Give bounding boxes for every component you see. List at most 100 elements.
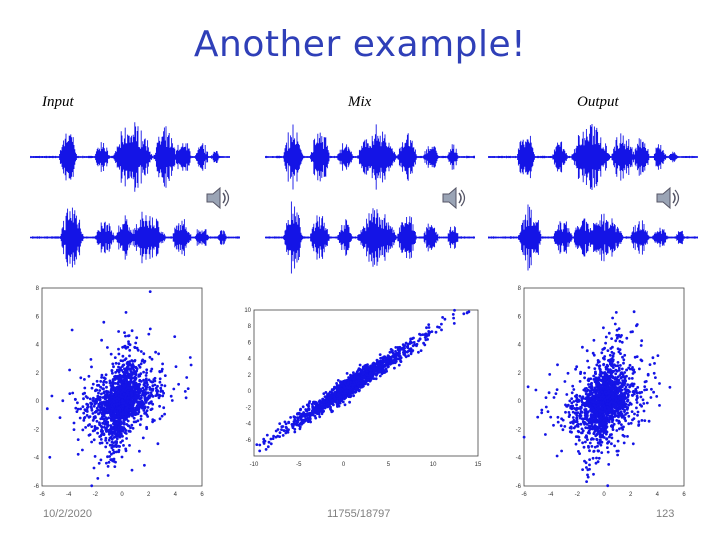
scatter-point — [108, 381, 112, 385]
scatter-point — [115, 450, 118, 454]
scatter-point — [462, 312, 466, 316]
scatter-point — [318, 415, 322, 419]
plot-frame — [253, 309, 479, 457]
scatter-point — [337, 400, 341, 404]
scatter-point — [108, 391, 112, 394]
scatter-point — [393, 361, 397, 365]
scatter-point — [136, 390, 139, 394]
scatter-point — [284, 422, 288, 426]
scatter-point — [592, 449, 596, 453]
scatter-point — [121, 404, 125, 408]
scatter-point — [119, 429, 123, 433]
scatter-point — [618, 339, 622, 343]
scatter-point — [104, 373, 108, 377]
scatter-point — [139, 372, 143, 376]
scatter-point — [110, 385, 114, 389]
scatter-point — [158, 417, 162, 421]
scatter-point — [588, 441, 592, 445]
scatter-point — [83, 378, 86, 381]
scatter-point — [342, 385, 346, 389]
scatter-point — [585, 480, 588, 483]
scatter-point — [81, 428, 85, 432]
scatter-point — [173, 335, 177, 338]
scatter-point — [358, 363, 362, 367]
scatter-point — [298, 425, 302, 429]
scatter-point — [440, 322, 443, 326]
scatter-point — [126, 399, 129, 403]
scatter-point — [600, 451, 604, 454]
scatter-point — [307, 405, 310, 408]
scatter-point — [301, 405, 305, 409]
scatter-point — [583, 410, 587, 414]
scatter-point — [594, 461, 598, 465]
scatter-point — [605, 430, 608, 434]
scatter-point — [128, 386, 132, 390]
scatter-point — [104, 397, 108, 400]
scatter-point — [544, 396, 548, 399]
scatter-point — [560, 449, 563, 453]
speaker-icon[interactable] — [204, 186, 230, 210]
scatter-point — [100, 412, 104, 416]
scatter-point — [119, 359, 123, 362]
scatter-point — [95, 419, 99, 423]
scatter-point — [102, 320, 106, 324]
scatter-point — [394, 355, 398, 359]
scatter-point — [611, 316, 614, 320]
scatter-point — [599, 418, 602, 422]
scatter-point — [145, 427, 149, 430]
scatter-point — [126, 386, 130, 390]
scatter-point — [137, 364, 141, 367]
scatter-point — [648, 363, 652, 366]
scatter-point — [307, 408, 311, 411]
scatter-point — [615, 333, 619, 337]
waveform-trace — [488, 204, 698, 271]
scatter-point — [587, 421, 591, 425]
scatter-point — [134, 341, 138, 345]
scatter-point — [613, 322, 617, 326]
scatter-point — [630, 377, 634, 380]
scatter-point — [114, 440, 117, 444]
scatter-point — [116, 412, 120, 415]
scatter-point — [150, 367, 154, 371]
scatter-point — [111, 448, 115, 452]
scatter-point — [569, 421, 572, 424]
x-tick-label: 0 — [342, 462, 346, 468]
scatter-point — [620, 426, 624, 429]
scatter-point — [564, 410, 567, 414]
scatter-point — [147, 332, 151, 336]
scatter-point — [586, 438, 589, 441]
scatter-point — [452, 322, 456, 325]
scatter-point — [122, 444, 125, 447]
scatter-point — [95, 406, 99, 410]
scatter-point — [343, 381, 347, 385]
scatter-point — [386, 359, 390, 363]
scatter-point — [115, 399, 119, 403]
scatter-point — [611, 345, 614, 349]
scatter-point — [92, 404, 96, 408]
scatter-point — [128, 396, 131, 399]
scatter-point — [87, 415, 91, 419]
scatter-point — [389, 356, 392, 359]
scatter-point — [188, 356, 192, 359]
scatter-point — [76, 438, 80, 441]
scatter-point — [264, 448, 268, 451]
scatter-point — [333, 397, 337, 401]
scatter-point — [606, 484, 610, 488]
scatter-point — [571, 416, 575, 419]
scatter-point — [161, 362, 165, 366]
scatter-point — [121, 395, 125, 399]
scatter-point — [658, 404, 661, 407]
speaker-icon[interactable] — [440, 186, 466, 210]
y-tick-label: -4 — [516, 456, 522, 462]
scatter-point — [427, 333, 430, 337]
y-tick-label: -2 — [246, 405, 252, 411]
scatter-point — [132, 416, 136, 420]
scatter-point — [83, 386, 87, 390]
scatter-point — [378, 353, 382, 356]
speaker-icon[interactable] — [654, 186, 680, 210]
scatter-point — [403, 353, 407, 357]
scatter-point — [606, 450, 610, 454]
scatter-point — [170, 399, 174, 402]
scatter-point — [70, 328, 74, 332]
scatter-point — [616, 375, 620, 379]
